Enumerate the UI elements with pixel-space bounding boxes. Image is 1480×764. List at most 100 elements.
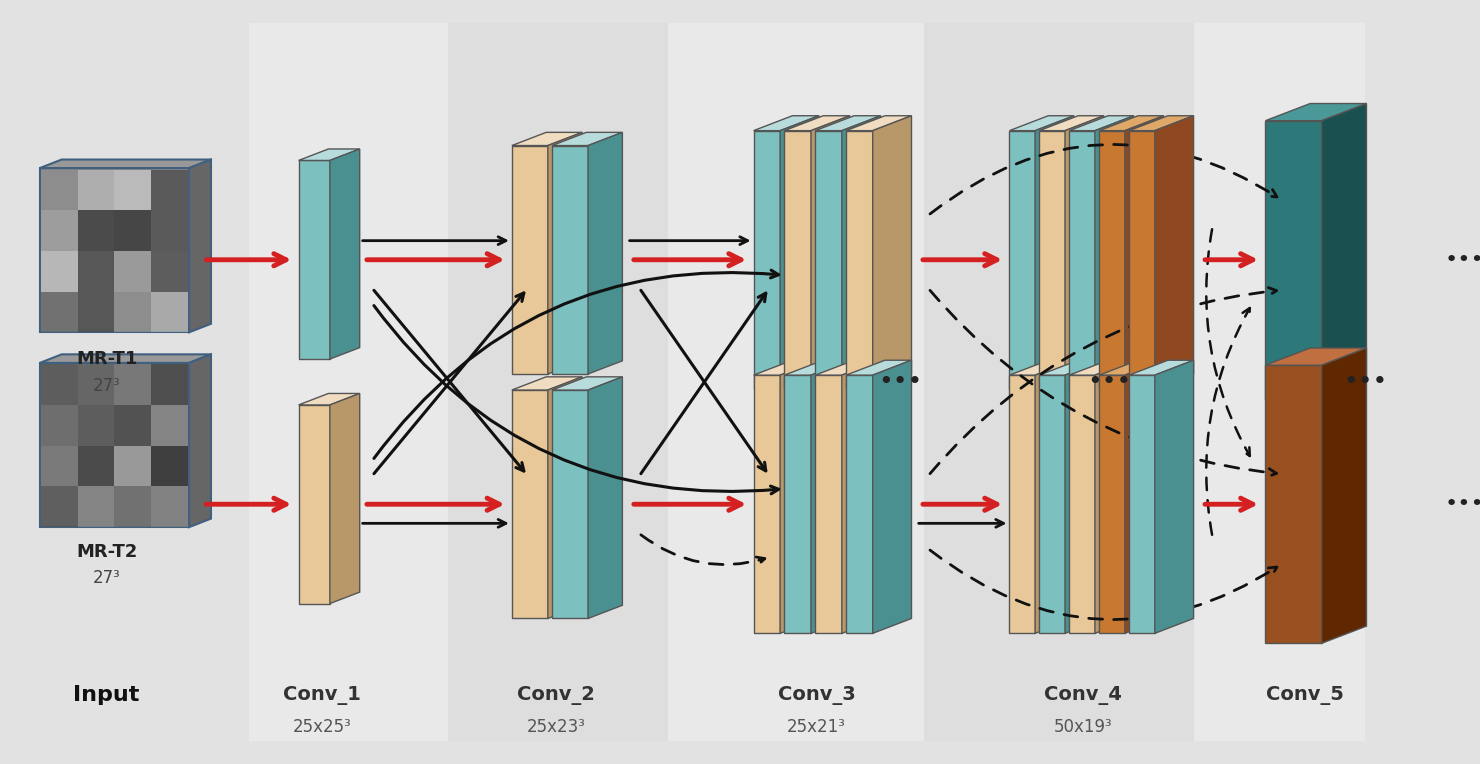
Polygon shape <box>1009 116 1074 131</box>
Polygon shape <box>1095 116 1134 389</box>
Polygon shape <box>40 363 189 527</box>
Polygon shape <box>588 132 623 374</box>
Text: 27³: 27³ <box>93 377 120 395</box>
Polygon shape <box>299 393 360 405</box>
Bar <box>41 405 78 446</box>
Bar <box>114 170 151 210</box>
Polygon shape <box>299 405 330 604</box>
Polygon shape <box>1095 361 1134 633</box>
Text: •••: ••• <box>1086 370 1131 394</box>
Bar <box>78 170 114 210</box>
Bar <box>151 446 188 487</box>
Polygon shape <box>815 131 842 389</box>
Bar <box>78 292 114 332</box>
Polygon shape <box>330 393 360 604</box>
Polygon shape <box>1066 361 1104 633</box>
Polygon shape <box>1100 361 1163 375</box>
Polygon shape <box>552 146 588 374</box>
Polygon shape <box>753 131 780 389</box>
Bar <box>151 487 188 527</box>
Polygon shape <box>815 375 842 633</box>
Polygon shape <box>1265 348 1366 365</box>
Bar <box>41 251 78 292</box>
Polygon shape <box>1100 116 1163 131</box>
Bar <box>151 405 188 446</box>
Polygon shape <box>1129 361 1193 375</box>
Polygon shape <box>1265 104 1366 121</box>
Bar <box>114 364 151 405</box>
Polygon shape <box>753 361 818 375</box>
Text: 25x23³: 25x23³ <box>527 718 586 736</box>
Polygon shape <box>1154 116 1193 389</box>
Text: 50x19³: 50x19³ <box>1054 718 1113 736</box>
Polygon shape <box>1100 375 1125 633</box>
Text: Conv_5: Conv_5 <box>1265 686 1344 704</box>
Polygon shape <box>1069 131 1095 389</box>
Polygon shape <box>1009 375 1035 633</box>
Polygon shape <box>330 149 360 359</box>
Polygon shape <box>588 377 623 619</box>
Polygon shape <box>552 377 623 390</box>
Polygon shape <box>847 131 873 389</box>
Polygon shape <box>811 116 850 389</box>
Text: 25x25³: 25x25³ <box>293 718 351 736</box>
Polygon shape <box>847 361 912 375</box>
Polygon shape <box>1039 116 1104 131</box>
Polygon shape <box>1039 131 1066 389</box>
Polygon shape <box>1035 116 1074 389</box>
Polygon shape <box>1069 361 1134 375</box>
Polygon shape <box>873 116 912 389</box>
Polygon shape <box>842 116 881 389</box>
Polygon shape <box>40 168 189 332</box>
Polygon shape <box>1265 365 1322 643</box>
Polygon shape <box>1039 375 1066 633</box>
Bar <box>41 487 78 527</box>
Bar <box>114 292 151 332</box>
Polygon shape <box>780 116 818 389</box>
Polygon shape <box>1069 375 1095 633</box>
Polygon shape <box>784 131 811 389</box>
Bar <box>151 210 188 251</box>
Text: MR-T2: MR-T2 <box>75 542 138 561</box>
Polygon shape <box>548 377 582 619</box>
Polygon shape <box>189 160 212 332</box>
Bar <box>41 210 78 251</box>
Polygon shape <box>1009 361 1074 375</box>
Polygon shape <box>815 116 881 131</box>
Text: 27³: 27³ <box>93 569 120 588</box>
Polygon shape <box>1069 116 1134 131</box>
Polygon shape <box>842 361 881 633</box>
Polygon shape <box>1035 361 1074 633</box>
Bar <box>249 23 448 741</box>
Bar <box>151 170 188 210</box>
Polygon shape <box>189 354 212 527</box>
Bar <box>78 251 114 292</box>
Polygon shape <box>815 361 881 375</box>
Bar <box>78 364 114 405</box>
Bar <box>151 292 188 332</box>
Polygon shape <box>1066 116 1104 389</box>
Polygon shape <box>784 116 850 131</box>
Polygon shape <box>1009 131 1035 389</box>
Polygon shape <box>1100 131 1125 389</box>
Bar <box>151 251 188 292</box>
Bar <box>114 446 151 487</box>
Bar <box>114 405 151 446</box>
Bar <box>78 210 114 251</box>
Bar <box>924 23 1194 741</box>
Polygon shape <box>512 146 548 374</box>
Bar <box>78 405 114 446</box>
Bar <box>114 487 151 527</box>
Bar <box>151 364 188 405</box>
Polygon shape <box>1322 104 1366 399</box>
Polygon shape <box>753 375 780 633</box>
Text: •••: ••• <box>1444 250 1480 270</box>
Text: •••: ••• <box>1342 370 1387 394</box>
Polygon shape <box>1129 131 1154 389</box>
Polygon shape <box>847 116 912 131</box>
Polygon shape <box>552 132 623 146</box>
Text: Conv_2: Conv_2 <box>518 686 595 704</box>
Polygon shape <box>40 354 212 363</box>
Polygon shape <box>753 116 818 131</box>
Polygon shape <box>1125 361 1163 633</box>
